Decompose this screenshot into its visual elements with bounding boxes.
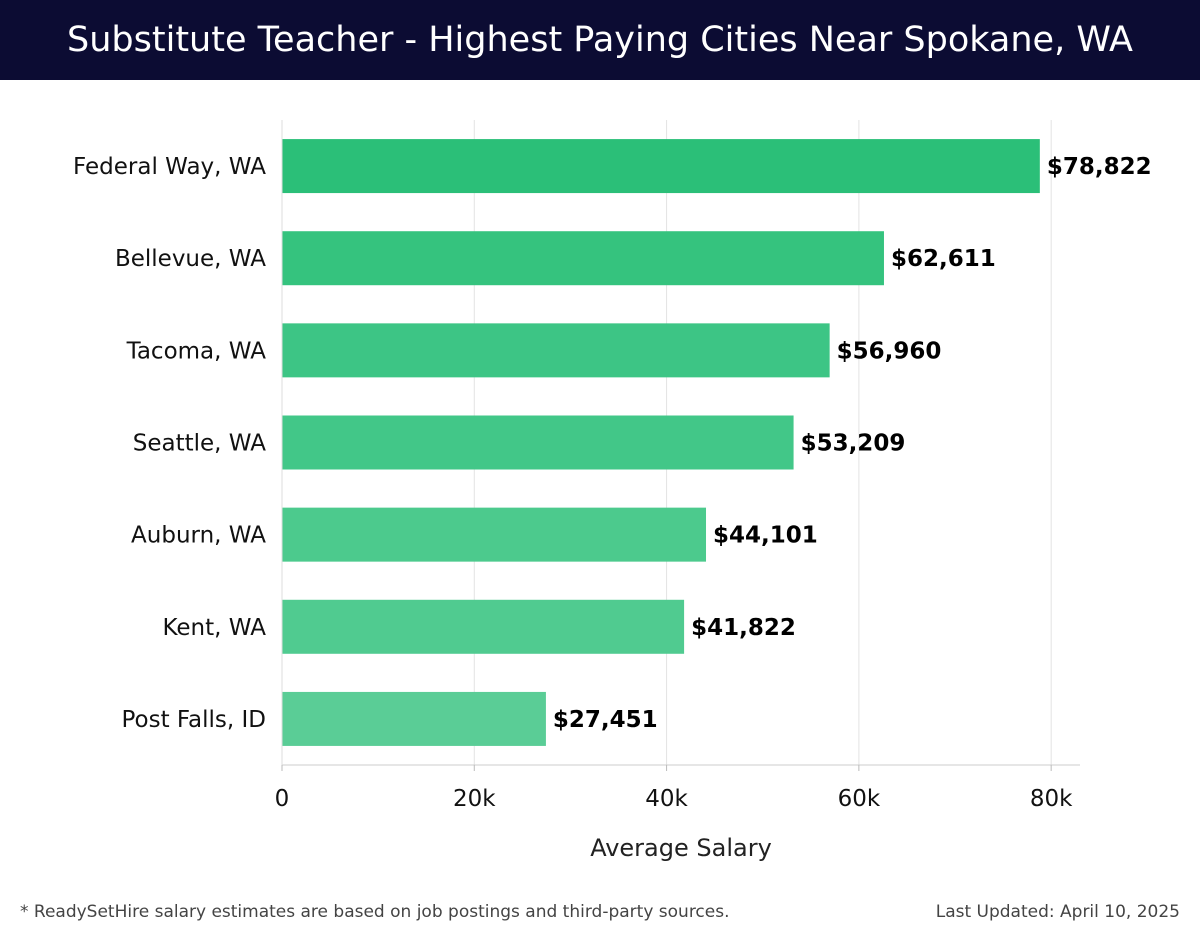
bar: [282, 231, 884, 286]
data-label: $41,822: [691, 615, 796, 641]
x-tick-label: 60k: [838, 786, 881, 812]
x-axis-label: Average Salary: [590, 834, 772, 862]
bar: [282, 415, 794, 470]
x-tick-label: 40k: [645, 786, 688, 812]
last-updated: Last Updated: April 10, 2025: [935, 902, 1180, 922]
category-label: Seattle, WA: [133, 431, 267, 457]
bar: [282, 323, 830, 378]
category-label: Bellevue, WA: [115, 246, 266, 272]
category-label: Kent, WA: [162, 615, 266, 641]
data-label: $53,209: [801, 431, 906, 457]
bar: [282, 507, 707, 562]
chart-title: Substitute Teacher - Highest Paying Citi…: [67, 20, 1133, 60]
footer-note: * ReadySetHire salary estimates are base…: [20, 902, 730, 922]
bar-chart: Federal Way, WA $78,822 Bellevue, WA $62,61…: [73, 120, 1152, 862]
x-tick-label: 80k: [1030, 786, 1073, 812]
bar: [282, 599, 685, 654]
category-label: Post Falls, ID: [121, 707, 266, 733]
x-axis: 0 20k 40k 60k 80k: [275, 120, 1080, 812]
bar: [282, 139, 1040, 194]
data-label: $78,822: [1047, 154, 1152, 180]
bar: [282, 691, 546, 746]
x-tick-label: 20k: [453, 786, 496, 812]
bars: Federal Way, WA $78,822 Bellevue, WA $62,61…: [73, 139, 1152, 746]
category-label: Federal Way, WA: [73, 154, 266, 180]
data-label: $62,611: [891, 246, 996, 272]
data-label: $44,101: [713, 523, 818, 549]
data-label: $56,960: [837, 338, 942, 364]
chart-header: Substitute Teacher - Highest Paying Citi…: [0, 0, 1200, 80]
data-label: $27,451: [553, 707, 658, 733]
x-tick-label: 0: [275, 786, 290, 812]
category-label: Tacoma, WA: [126, 338, 267, 364]
category-label: Auburn, WA: [131, 523, 266, 549]
